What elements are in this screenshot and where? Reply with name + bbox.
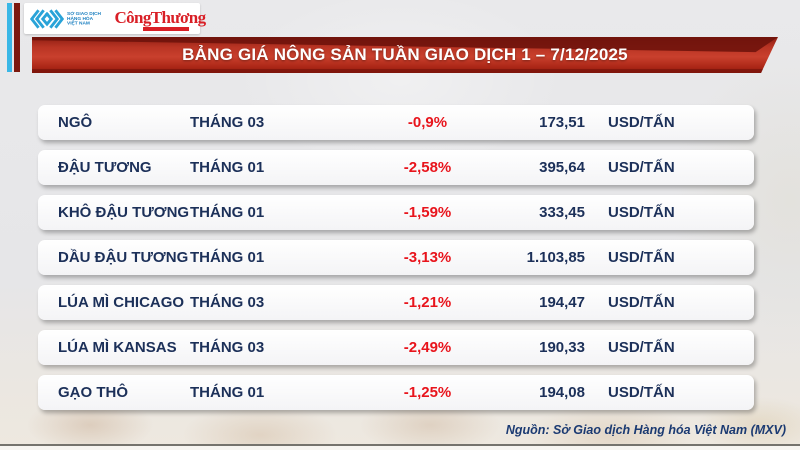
table-row: LÚA MÌ KANSAS THÁNG 03 -2,49% 190,33 USD… xyxy=(38,330,754,365)
source-attribution: Nguồn: Sở Giao dịch Hàng hóa Việt Nam (M… xyxy=(505,423,786,437)
contract-month: THÁNG 01 xyxy=(190,159,265,176)
price-value: 194,08 xyxy=(539,384,585,401)
change-percent: -1,59% xyxy=(403,204,452,221)
table-row: NGÔ THÁNG 03 -0,9% 173,51 USD/TẤN xyxy=(38,105,754,140)
left-accent-stripe-cyan xyxy=(7,3,12,72)
change-percent: -1,21% xyxy=(403,294,452,311)
commodity-name: LÚA MÌ CHICAGO xyxy=(58,294,185,311)
price-value: 190,33 xyxy=(539,339,585,356)
change-percent: -0,9% xyxy=(407,114,448,131)
commodity-name: ĐẬU TƯƠNG xyxy=(58,159,152,176)
change-percent: -3,13% xyxy=(403,249,452,266)
logo-plate: SỞ GIAO DỊCH HÀNG HÓA VIỆT NAM CôngThươn… xyxy=(24,3,206,34)
price-value: 1.103,85 xyxy=(526,249,585,266)
left-accent-stripe-maroon xyxy=(14,3,20,72)
change-percent: -2,58% xyxy=(403,159,452,176)
contract-month: THÁNG 03 xyxy=(190,339,265,356)
commodity-name: NGÔ xyxy=(58,114,93,131)
bottom-strip xyxy=(0,446,800,450)
price-unit: USD/TẤN xyxy=(608,249,675,266)
price-unit: USD/TẤN xyxy=(608,294,675,311)
table-row: KHÔ ĐẬU TƯƠNG THÁNG 01 -1,59% 333,45 USD… xyxy=(38,195,754,230)
mxv-logo-text: SỞ GIAO DỊCH HÀNG HÓA VIỆT NAM xyxy=(67,11,101,26)
bottom-divider-line xyxy=(0,444,800,446)
price-value: 333,45 xyxy=(539,204,585,221)
table-row: LÚA MÌ CHICAGO THÁNG 03 -1,21% 194,47 US… xyxy=(38,285,754,320)
contract-month: THÁNG 03 xyxy=(190,294,265,311)
price-table: NGÔ THÁNG 03 -0,9% 173,51 USD/TẤN ĐẬU TƯ… xyxy=(38,105,754,420)
commodity-name: DẦU ĐẬU TƯƠNG xyxy=(58,249,189,266)
congthuong-tagline-bar xyxy=(143,27,189,31)
price-unit: USD/TẤN xyxy=(608,114,675,131)
contract-month: THÁNG 03 xyxy=(190,114,265,131)
congthuong-logo: CôngThương xyxy=(114,8,206,27)
change-percent: -2,49% xyxy=(403,339,452,356)
contract-month: THÁNG 01 xyxy=(190,384,265,401)
table-row: GẠO THÔ THÁNG 01 -1,25% 194,08 USD/TẤN xyxy=(38,375,754,410)
price-unit: USD/TẤN xyxy=(608,159,675,176)
price-unit: USD/TẤN xyxy=(608,339,675,356)
contract-month: THÁNG 01 xyxy=(190,204,265,221)
change-percent: -1,25% xyxy=(403,384,452,401)
price-value: 194,47 xyxy=(539,294,585,311)
price-unit: USD/TẤN xyxy=(608,204,675,221)
price-value: 395,64 xyxy=(539,159,585,176)
table-row: DẦU ĐẬU TƯƠNG THÁNG 01 -3,13% 1.103,85 U… xyxy=(38,240,754,275)
title-banner: BẢNG GIÁ NÔNG SẢN TUẦN GIAO DỊCH 1 – 7/1… xyxy=(32,37,778,73)
page-title: BẢNG GIÁ NÔNG SẢN TUẦN GIAO DỊCH 1 – 7/1… xyxy=(182,45,628,64)
commodity-name: KHÔ ĐẬU TƯƠNG xyxy=(58,204,190,221)
price-unit: USD/TẤN xyxy=(608,384,675,401)
price-value: 173,51 xyxy=(539,114,585,131)
commodity-name: LÚA MÌ KANSAS xyxy=(58,339,177,356)
commodity-name: GẠO THÔ xyxy=(58,384,128,401)
mxv-logo-icon xyxy=(30,8,64,29)
table-row: ĐẬU TƯƠNG THÁNG 01 -2,58% 395,64 USD/TẤN xyxy=(38,150,754,185)
contract-month: THÁNG 01 xyxy=(190,249,265,266)
